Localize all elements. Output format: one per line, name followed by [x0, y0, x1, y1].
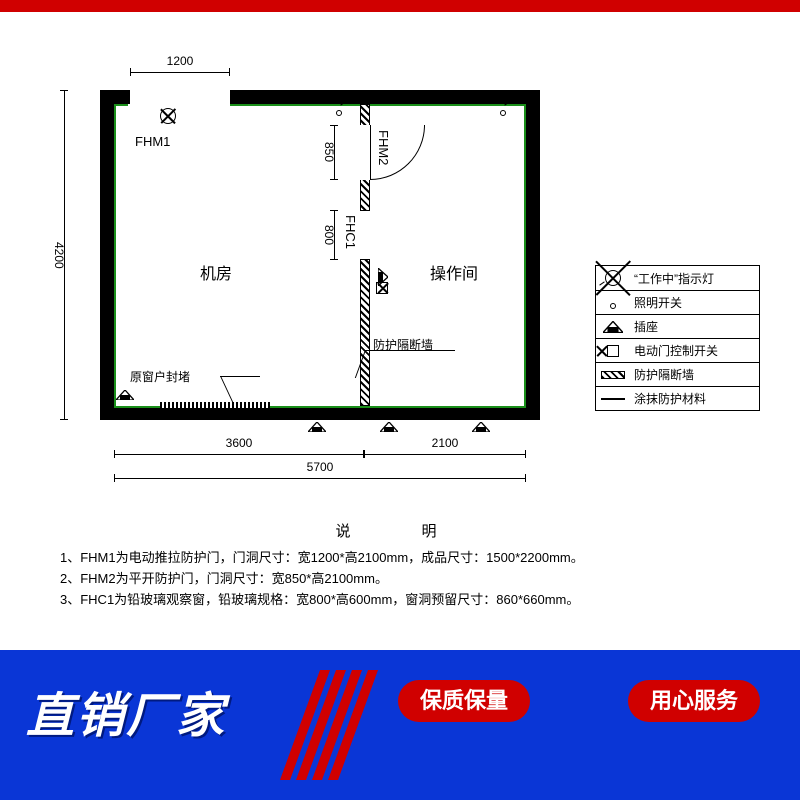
note-line: 1、FHM1为电动推拉防护门，门洞尺寸：宽1200*高2100mm，成品尺寸：1… [60, 547, 740, 566]
light-switch-icon [500, 110, 506, 116]
coating-line [114, 104, 128, 106]
sealed-window-leader: 原窗户封堵 [180, 376, 260, 402]
legend-row: 照明开关 [596, 290, 759, 314]
room-label-machine: 机房 [200, 260, 232, 284]
light-switch-icon [610, 303, 616, 309]
room-label-control: 操作间 [430, 260, 478, 284]
legend-row: 电动门控制开关 [596, 338, 759, 362]
dim-value: 4200 [52, 90, 66, 420]
legend-label: 照明开关 [630, 294, 759, 311]
legend-row: 插座 [596, 314, 759, 338]
opening-fhc1 [360, 210, 370, 260]
dim-height: 4200 [60, 90, 68, 420]
socket-icon [116, 390, 134, 400]
code-fhm2: FHM2 [376, 130, 391, 165]
legend-row: 防护隔断墙 [596, 362, 759, 386]
socket-icon [472, 422, 490, 432]
code-fhc1: FHC1 [343, 215, 358, 249]
legend-label: 防护隔断墙 [630, 366, 759, 383]
light-switch-icon [336, 110, 342, 116]
legend-label: 插座 [630, 318, 759, 335]
dim-value: 1200 [130, 54, 230, 68]
note-line: 3、FHC1为铅玻璃观察窗，铅玻璃规格：宽800*高600mm，窗洞预留尺寸：8… [60, 589, 740, 608]
coating-line-icon [601, 398, 625, 400]
legend: “工作中”指示灯 照明开关 插座 电动门控制开关 防护隔断墙 涂抹防护材料 [595, 265, 760, 411]
legend-row: 涂抹防护材料 [596, 386, 759, 410]
partition-hatch-icon [601, 371, 625, 379]
notes-title: 说 明 [60, 520, 740, 541]
coating-line [114, 104, 116, 406]
legend-row: “工作中”指示灯 [596, 266, 759, 290]
socket-icon [378, 268, 388, 286]
sealed-window-hatch [160, 402, 270, 408]
note-line: 2、FHM2为平开防护门，门洞尺寸：宽850*高2100mm。 [60, 568, 740, 587]
door-leaf-fhm2 [370, 125, 371, 180]
socket-icon [596, 315, 630, 339]
partition-leader: 防护隔断墙 [365, 350, 455, 378]
banner-headline: 直销厂家 [26, 676, 226, 746]
code-fhm1: FHM1 [135, 134, 170, 149]
dim-bottom-right: 2100 [364, 450, 526, 458]
indicator-lamp-icon [160, 108, 176, 124]
legend-label: 涂抹防护材料 [630, 390, 759, 407]
legend-label: 电动门控制开关 [630, 342, 759, 359]
dim-value: 800 [322, 210, 336, 260]
coating-line [230, 104, 526, 106]
banner-pill-service: 用心服务 [628, 680, 760, 722]
sealed-window-label: 原窗户封堵 [130, 368, 190, 385]
door-control-icon [607, 345, 619, 357]
coating-line [524, 104, 526, 406]
partition-label: 防护隔断墙 [373, 336, 433, 353]
dim-value: 850 [322, 125, 336, 180]
banner-stripes-icon [280, 670, 380, 780]
top-red-clip [0, 0, 800, 12]
indicator-lamp-icon [605, 270, 621, 286]
dim-fhm2: 850 [330, 125, 338, 180]
dim-bottom-left: 3600 [114, 450, 364, 458]
socket-icon [380, 422, 398, 432]
dim-bottom-total: 5700 [114, 474, 526, 482]
dim-value: 2100 [364, 436, 526, 450]
notes-section: 说 明 1、FHM1为电动推拉防护门，门洞尺寸：宽1200*高2100mm，成品… [60, 520, 740, 610]
banner-pill-quality: 保质保量 [398, 680, 530, 722]
legend-label: “工作中”指示灯 [630, 270, 759, 287]
dim-value: 5700 [114, 460, 526, 474]
dim-fhc1: 800 [330, 210, 338, 260]
socket-icon [308, 422, 326, 432]
bottom-banner: 直销厂家 保质保量 用心服务 [0, 650, 800, 800]
dim-value: 3600 [114, 436, 364, 450]
dim-door-top: 1200 [130, 68, 230, 76]
opening-fhm2 [360, 125, 370, 180]
